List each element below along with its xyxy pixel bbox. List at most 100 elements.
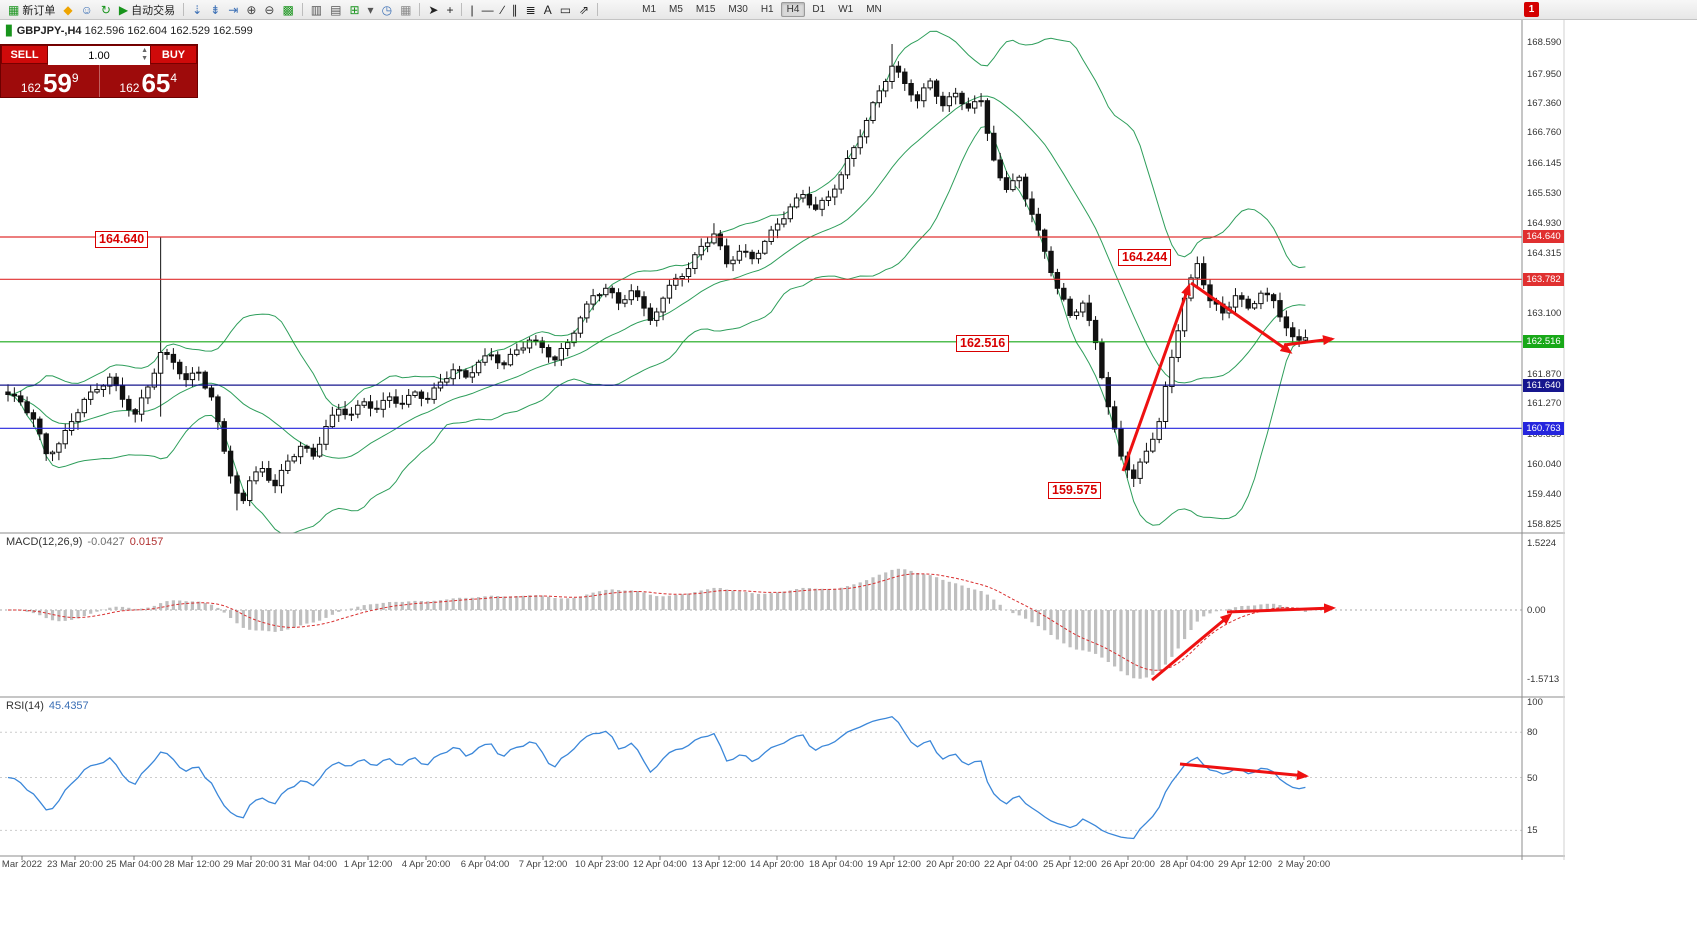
rsi-label: RSI(14) 45.4357: [6, 700, 89, 712]
sell-button[interactable]: SELL: [1, 45, 48, 64]
chart-shift-icon-glyph: ⇥: [228, 2, 239, 17]
bar-chart-icon-glyph: ▥: [310, 2, 323, 17]
time-icon[interactable]: ◷: [378, 1, 396, 19]
time-tick-label: 23 Mar 20:00: [47, 859, 103, 870]
price-line-tag: 160.763: [1523, 422, 1564, 435]
timeframe-m1[interactable]: M1: [642, 4, 657, 15]
text-icon[interactable]: A: [540, 1, 556, 19]
zoom-out-icon[interactable]: ⊖: [260, 1, 278, 19]
tile-windows-icon[interactable]: ▩: [278, 1, 297, 19]
channel-icon[interactable]: ∥: [508, 1, 522, 19]
grid-icon[interactable]: ▦: [396, 1, 415, 19]
time-tick-label: 26 Apr 20:00: [1101, 859, 1155, 870]
time-tick-label: Mar 2022: [1, 859, 43, 870]
toolbar-separator: [183, 3, 185, 16]
fibonacci-icon-glyph: ≣: [525, 2, 536, 17]
volume-input[interactable]: [48, 47, 150, 65]
vertical-line-icon[interactable]: |: [466, 1, 477, 19]
indicator-window-icon[interactable]: ⇣: [188, 1, 206, 19]
refresh-icon[interactable]: ↻: [97, 1, 115, 19]
ask-price[interactable]: 162 65 4: [98, 64, 198, 98]
bid-price[interactable]: 162 59 9: [1, 64, 99, 97]
volume-stepper[interactable]: ▲ ▼: [141, 47, 148, 63]
time-tick-label: 2 May 20:00: [1277, 859, 1331, 870]
macd-scale-label: 0.00: [1527, 605, 1546, 616]
templates-icon[interactable]: ▾: [364, 1, 378, 19]
price-tick-label: 164.315: [1527, 248, 1562, 259]
macd-up-arrow: [1151, 613, 1233, 682]
rsi-scale-label: 15: [1527, 825, 1538, 836]
chart-window[interactable]: ▊ GBPJPY-,H4 162.596 162.604 162.529 162.…: [0, 20, 1697, 945]
crosshair-icon-glyph: +: [446, 2, 454, 17]
chart-icon: ▊: [6, 26, 14, 37]
fibonacci-icon[interactable]: ≣: [522, 1, 540, 19]
price-line-tag: 161.640: [1523, 379, 1564, 392]
notification-badge[interactable]: 1: [1524, 2, 1539, 17]
text-icon-glyph: A: [543, 2, 552, 17]
shapes-icon[interactable]: ⇗: [575, 1, 593, 19]
volume-up-icon[interactable]: ▲: [141, 47, 148, 54]
time-tick-label: 25 Apr 12:00: [1043, 859, 1097, 870]
label-icon[interactable]: ▭: [556, 1, 575, 19]
timeframe-h4[interactable]: H4: [780, 2, 806, 17]
rsi-name: RSI(14): [6, 700, 44, 712]
trendline-icon-glyph: ∕: [501, 2, 504, 17]
price-tick-label: 167.360: [1527, 98, 1562, 109]
bid-big: 59: [42, 68, 72, 98]
candlestick-chart-icon[interactable]: ▤: [326, 1, 345, 19]
profiles-icon[interactable]: ☺: [77, 1, 97, 19]
crosshair-icon[interactable]: +: [442, 1, 457, 19]
time-tick-label: 22 Apr 04:00: [984, 859, 1038, 870]
price-tick-label: 158.825: [1527, 519, 1562, 530]
rsi-value: 45.4357: [48, 700, 89, 712]
timeframe-w1[interactable]: W1: [838, 4, 854, 15]
add-chart-icon-glyph: ⊞: [349, 2, 360, 17]
autotrading-button-label: 自动交易: [131, 4, 176, 17]
new-order-button-glyph: ▦: [8, 2, 20, 17]
new-order-button-label: 新订单: [22, 4, 56, 17]
timeframe-m5[interactable]: M5: [669, 4, 683, 15]
ask-big: 65: [141, 68, 171, 98]
rsi-scale-label: 80: [1527, 727, 1538, 738]
toolbar-separator: [301, 3, 303, 16]
period-down-icon[interactable]: ⇟: [206, 1, 224, 19]
symbol-quote-line: ▊ GBPJPY-,H4 162.596 162.604 162.529 162.…: [6, 25, 253, 37]
price-annotation-label: 164.640: [95, 231, 149, 248]
toolbar-separator: [597, 3, 599, 16]
macd-right-arrow: [1226, 603, 1336, 614]
chart-shift-icon[interactable]: ⇥: [224, 1, 242, 19]
shapes-icon-glyph: ⇗: [579, 2, 590, 17]
time-tick-label: 29 Mar 20:00: [223, 859, 279, 870]
timeframe-m30[interactable]: M30: [728, 4, 748, 15]
trendline-icon[interactable]: ∕: [498, 1, 508, 19]
timeframe-d1[interactable]: D1: [812, 4, 826, 15]
price-tick-label: 161.270: [1527, 398, 1562, 409]
channel-icon-glyph: ∥: [511, 2, 518, 17]
time-tick-label: 28 Mar 12:00: [164, 859, 220, 870]
horizontal-line-icon[interactable]: —: [478, 1, 498, 19]
candlestick-chart-icon-glyph: ▤: [330, 2, 342, 17]
toolbar-icons: ▦ 新订单 ◆ ☺ ↻ ▶ 自动交易 ⇣ ⇟ ⇥ ⊕ ⊖ ▩ ▥ ▤ ⊞ ▾ ◷ ▦ ➤ + | — ∕ ∥ ≣ A ▭ ⇗: [4, 1, 602, 19]
timeframe-h1[interactable]: H1: [760, 4, 774, 15]
hotkey-icon[interactable]: ◆: [59, 1, 76, 19]
timeframe-m15[interactable]: M15: [695, 4, 716, 15]
ask-sup: 4: [170, 71, 178, 85]
cursor-icon[interactable]: ➤: [424, 1, 442, 19]
autotrading-button[interactable]: ▶ 自动交易: [115, 1, 179, 19]
time-tick-label: 20 Apr 20:00: [926, 859, 980, 870]
rsi-right-arrow: [1179, 762, 1309, 781]
ask-int: 162: [119, 81, 140, 95]
new-order-button[interactable]: ▦ 新订单: [4, 1, 59, 19]
toolbar-separator: [461, 3, 463, 16]
zoom-in-icon[interactable]: ⊕: [242, 1, 260, 19]
macd-scale-label: 1.5224: [1527, 538, 1557, 549]
buy-button[interactable]: BUY: [150, 45, 197, 64]
timeframe-mn[interactable]: MN: [866, 4, 882, 15]
add-chart-icon[interactable]: ⊞: [345, 1, 363, 19]
bid-sup: 9: [71, 71, 79, 85]
price-chart-svg[interactable]: [0, 20, 1565, 860]
volume-down-icon[interactable]: ▼: [141, 55, 148, 62]
bar-chart-icon[interactable]: ▥: [307, 1, 326, 19]
time-tick-label: 31 Mar 04:00: [281, 859, 337, 870]
